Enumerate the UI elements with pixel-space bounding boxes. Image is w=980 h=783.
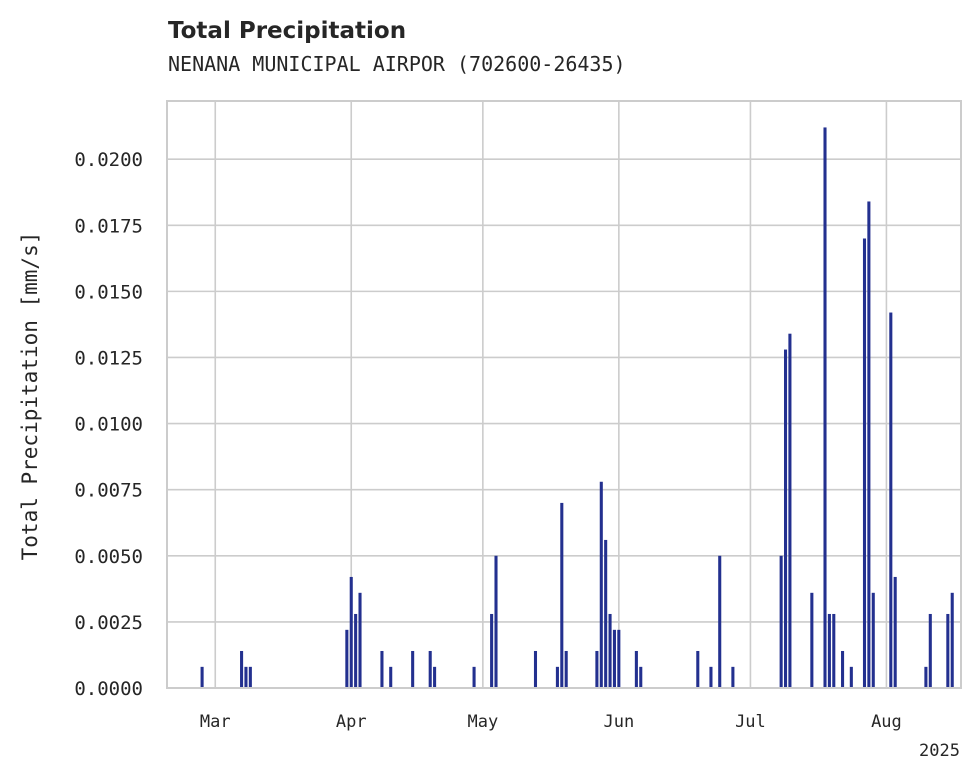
- precip-bar-48: [946, 613, 950, 688]
- y-tick-label-0: 0.0000: [74, 678, 143, 700]
- precip-bar-38: [832, 613, 836, 688]
- precip-bar-24: [612, 629, 616, 688]
- precip-bar-22: [604, 539, 608, 688]
- precip-bar-32: [779, 555, 783, 688]
- precip-bar-4: [345, 629, 349, 688]
- precip-bar-27: [639, 666, 643, 688]
- precip-bar-7: [358, 592, 362, 688]
- precip-bar-8: [380, 650, 384, 688]
- precip-bar-23: [608, 613, 612, 688]
- y-tick-label-8: 0.0200: [74, 149, 143, 171]
- precip-bar-34: [788, 333, 792, 688]
- chart-title: Total Precipitation: [168, 18, 407, 44]
- precip-bar-35: [810, 592, 814, 688]
- precip-bar-16: [533, 650, 538, 688]
- precip-bar-1: [240, 650, 244, 688]
- precip-bar-10: [411, 650, 415, 688]
- precip-bar-25: [617, 629, 621, 688]
- y-tick-label-7: 0.0175: [74, 215, 143, 237]
- x-tick-label-0: Mar: [200, 712, 231, 732]
- precip-bar-42: [867, 201, 871, 688]
- precip-bar-18: [560, 502, 564, 688]
- x-tick-label-5: Aug: [871, 712, 902, 732]
- precip-bar-49: [950, 592, 954, 688]
- precip-bar-28: [696, 650, 700, 688]
- precip-bar-14: [490, 613, 494, 688]
- precip-bar-33: [783, 349, 788, 688]
- precip-bar-40: [849, 666, 853, 688]
- y-tick-label-2: 0.0050: [74, 546, 143, 568]
- precip-bar-31: [731, 666, 735, 688]
- precip-bar-29: [709, 666, 713, 688]
- bar-layer: [200, 127, 954, 689]
- precip-bar-0: [200, 666, 204, 688]
- y-tick-label-4: 0.0100: [74, 414, 143, 436]
- precip-bar-36: [823, 127, 827, 688]
- precip-bar-19: [564, 650, 568, 688]
- y-axis-label: Total Precipitation [mm/s]: [18, 232, 42, 561]
- precip-bar-43: [871, 592, 875, 688]
- precip-bar-21: [599, 481, 603, 688]
- x-tick-label-2: May: [467, 712, 498, 732]
- precip-bar-12: [433, 666, 437, 688]
- precip-bar-45: [893, 576, 897, 688]
- precip-bar-9: [389, 666, 393, 688]
- x-tick-labels: Mar Apr May Jun Jul Aug: [200, 712, 902, 732]
- precip-bar-37: [827, 613, 831, 688]
- precip-bar-13: [472, 666, 476, 688]
- grid-layer: [167, 101, 961, 689]
- chart-subtitle: NENANA MUNICIPAL AIRPOR (702600-26435): [168, 52, 626, 76]
- y-tick-labels: 0.0000 0.0025 0.0050 0.0075 0.0100 0.0125 0.01…: [74, 149, 143, 700]
- precip-bar-46: [924, 666, 928, 688]
- precip-bar-39: [841, 650, 845, 688]
- precip-bar-30: [718, 555, 722, 688]
- precip-bar-17: [555, 666, 559, 688]
- precip-bar-15: [494, 555, 498, 688]
- x-tick-label-1: Apr: [336, 712, 367, 732]
- x-tick-label-4: Jul: [735, 712, 766, 732]
- y-tick-label-1: 0.0025: [74, 612, 143, 634]
- y-tick-label-3: 0.0075: [74, 480, 143, 502]
- plot-frame: [166, 100, 962, 689]
- precip-bar-47: [928, 613, 932, 688]
- precip-bar-20: [595, 650, 599, 688]
- precip-bar-11: [428, 650, 432, 688]
- x-axis-year-label: 2025: [919, 741, 960, 761]
- precip-bar-3: [248, 666, 252, 688]
- precip-bar-2: [244, 666, 248, 688]
- precip-bar-41: [862, 238, 867, 689]
- precip-bar-5: [349, 576, 353, 688]
- y-tick-label-5: 0.0125: [74, 347, 143, 369]
- y-tick-label-6: 0.0150: [74, 281, 143, 303]
- x-tick-label-3: Jun: [603, 712, 634, 732]
- precip-bar-44: [889, 312, 893, 688]
- precip-bar-6: [354, 613, 358, 688]
- precip-bar-26: [634, 650, 638, 688]
